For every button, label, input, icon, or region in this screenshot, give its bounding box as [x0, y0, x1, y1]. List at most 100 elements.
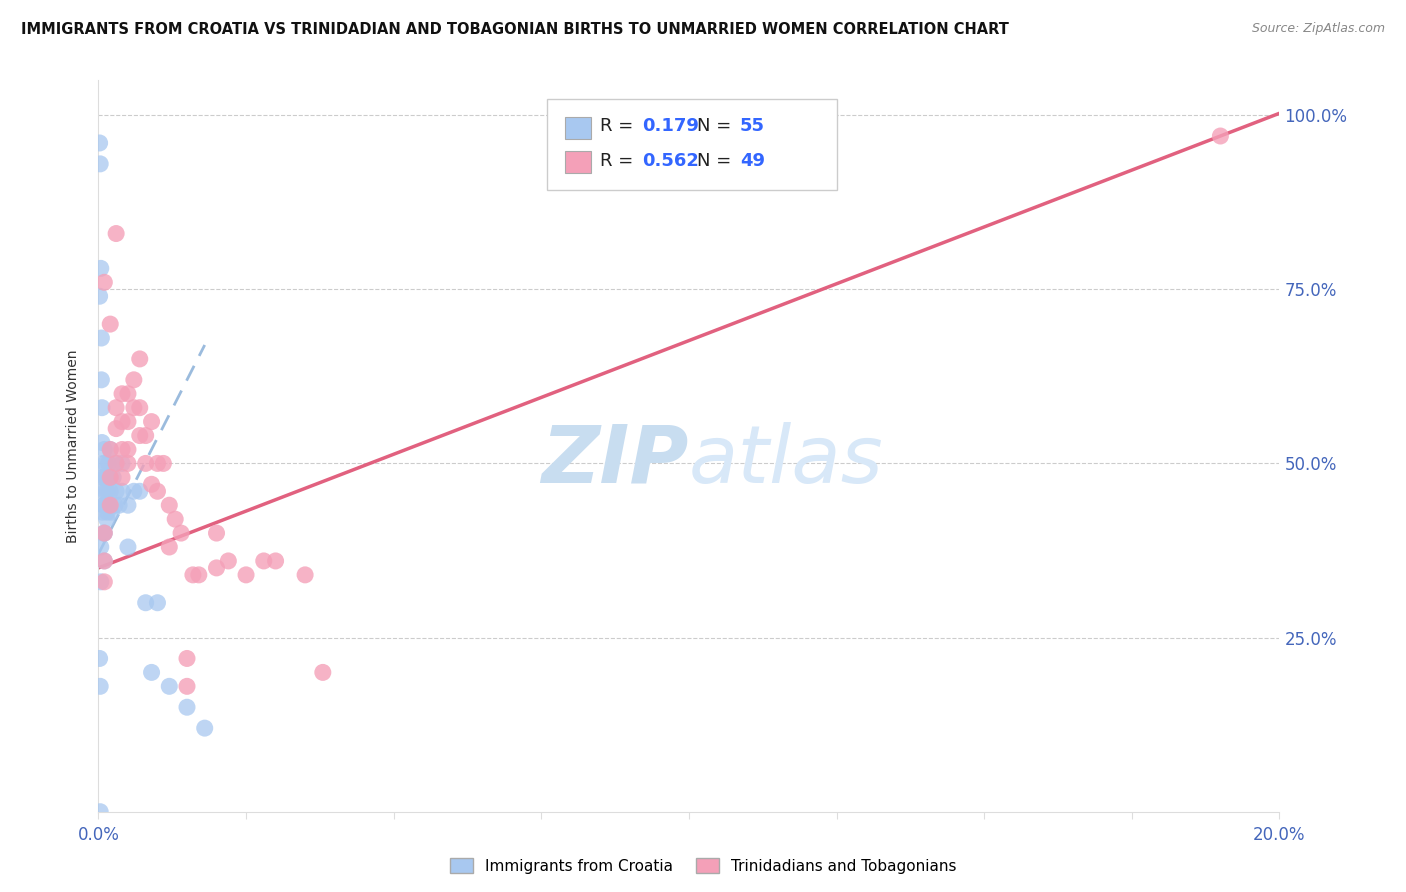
Point [97, 470, 120, 484]
Point [91, 401, 114, 415]
Point [89, 805, 111, 819]
Point [157, 540, 180, 554]
Point [117, 457, 139, 471]
Point [135, 428, 157, 442]
Point [98, 470, 121, 484]
Point [105, 484, 128, 499]
Point [98, 498, 121, 512]
Point [93, 442, 115, 457]
Point [89, 289, 111, 303]
Point [93, 498, 115, 512]
Point [122, 484, 145, 499]
Point [141, 665, 163, 680]
Point [91, 505, 114, 519]
Y-axis label: Births to Unmarried Women: Births to Unmarried Women [66, 350, 80, 542]
Point [117, 540, 139, 554]
Point [146, 596, 169, 610]
Point [91, 435, 114, 450]
Point [94, 484, 117, 499]
Point [111, 470, 134, 484]
Point [89, 157, 111, 171]
Point [108, 498, 131, 512]
Point [217, 554, 239, 568]
Point [157, 498, 180, 512]
Point [91, 484, 114, 499]
Point [111, 415, 134, 429]
Point [117, 415, 139, 429]
Text: atlas: atlas [689, 422, 884, 500]
Point [97, 457, 120, 471]
Point [98, 498, 121, 512]
Point [111, 457, 134, 471]
Point [93, 526, 115, 541]
Point [96, 512, 118, 526]
Point [104, 498, 127, 512]
Point [135, 596, 157, 610]
Point [117, 442, 139, 457]
Point [176, 700, 198, 714]
Point [105, 457, 128, 471]
Legend: Immigrants from Croatia, Trinidadians and Tobagonians: Immigrants from Croatia, Trinidadians an… [443, 852, 963, 880]
Point [94, 498, 117, 512]
Point [146, 484, 169, 499]
Point [93, 554, 115, 568]
Text: R =: R = [600, 118, 640, 136]
Point [90, 373, 112, 387]
Text: 0.562: 0.562 [641, 152, 699, 169]
Point [235, 567, 257, 582]
Point [94, 470, 117, 484]
Point [194, 721, 217, 735]
FancyBboxPatch shape [565, 117, 591, 139]
Point [94, 457, 117, 471]
Point [98, 484, 121, 499]
Point [181, 567, 204, 582]
Point [96, 505, 118, 519]
Point [128, 428, 150, 442]
Point [141, 477, 163, 491]
Text: N =: N = [697, 152, 737, 169]
Point [128, 484, 150, 499]
Point [90, 331, 112, 345]
Text: ZIP: ZIP [541, 422, 689, 500]
Text: 55: 55 [740, 118, 765, 136]
Point [128, 351, 150, 366]
Point [111, 442, 134, 457]
Point [103, 470, 125, 484]
Point [93, 275, 115, 289]
Point [122, 373, 145, 387]
Point [105, 421, 128, 435]
Point [1209, 128, 1232, 143]
Point [152, 457, 174, 471]
Point [89, 136, 111, 150]
Point [93, 498, 115, 512]
Point [205, 526, 228, 541]
Point [117, 498, 139, 512]
Point [90, 574, 112, 589]
Point [90, 540, 112, 554]
Point [93, 526, 115, 541]
Point [111, 484, 134, 499]
Point [98, 317, 121, 331]
Point [93, 574, 115, 589]
Point [176, 679, 198, 693]
Text: R =: R = [600, 152, 640, 169]
Point [89, 679, 111, 693]
Point [117, 386, 139, 401]
Point [157, 679, 180, 693]
Point [91, 470, 114, 484]
Point [170, 526, 193, 541]
Point [98, 470, 121, 484]
Point [165, 512, 187, 526]
Point [90, 261, 112, 276]
Point [253, 554, 276, 568]
Point [264, 554, 287, 568]
Point [141, 415, 163, 429]
Text: N =: N = [697, 118, 737, 136]
Text: IMMIGRANTS FROM CROATIA VS TRINIDADIAN AND TOBAGONIAN BIRTHS TO UNMARRIED WOMEN : IMMIGRANTS FROM CROATIA VS TRINIDADIAN A… [21, 22, 1010, 37]
Point [89, 651, 111, 665]
Point [128, 401, 150, 415]
Point [100, 505, 122, 519]
Point [93, 554, 115, 568]
Text: 0.179: 0.179 [641, 118, 699, 136]
Point [111, 386, 134, 401]
